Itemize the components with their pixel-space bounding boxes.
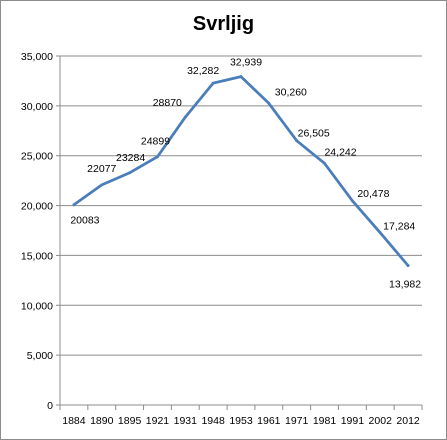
y-tick-label: 5,000 [27, 350, 53, 362]
x-tick-label: 1953 [229, 415, 253, 427]
x-tick-label: 1884 [62, 415, 86, 427]
data-point [239, 75, 243, 78]
data-point [350, 199, 354, 203]
y-tick-label: 35,000 [21, 51, 53, 63]
data-label: 17,284 [383, 221, 415, 233]
x-tick-label: 1921 [146, 415, 170, 427]
data-label: 24899 [141, 136, 170, 148]
data-point [72, 203, 76, 207]
data-label: 20,478 [357, 188, 389, 200]
x-tick-label: 1890 [90, 415, 114, 427]
data-label: 26,505 [298, 128, 330, 140]
data-label: 28870 [153, 97, 182, 109]
data-label: 30,260 [275, 86, 307, 98]
data-point [295, 139, 299, 143]
data-label: 22077 [87, 163, 116, 175]
data-label: 24,242 [324, 146, 356, 158]
data-label: 32,282 [187, 65, 219, 77]
y-tick-label: 25,000 [21, 151, 53, 163]
x-tick-label: 1971 [285, 415, 309, 427]
data-label: 32,939 [230, 57, 262, 69]
data-label: 20083 [70, 215, 99, 227]
data-point [156, 155, 159, 159]
data-point [128, 171, 132, 175]
y-tick-label: 15,000 [21, 250, 53, 262]
data-point [100, 183, 104, 187]
data-point [378, 231, 382, 235]
x-tick-label: 1981 [313, 415, 337, 427]
data-point [211, 81, 215, 85]
data-label: 13,982 [389, 279, 421, 291]
x-tick-label: 1991 [341, 415, 365, 427]
x-tick-label: 1931 [174, 415, 198, 427]
data-label: 23284 [116, 152, 145, 164]
data-point [267, 101, 271, 105]
chart-title: Svrljig [192, 13, 255, 35]
data-point [406, 264, 410, 267]
y-tick-label: 30,000 [21, 101, 53, 113]
y-tick-label: 0 [47, 400, 53, 412]
x-tick-label: 2012 [396, 415, 420, 427]
data-point [183, 115, 187, 119]
x-tick-label: 2002 [369, 415, 393, 427]
x-tick-label: 1895 [118, 415, 142, 427]
x-tick-label: 1948 [201, 415, 225, 427]
y-tick-label: 20,000 [21, 201, 53, 213]
x-tick-label: 1961 [257, 415, 281, 427]
data-point [323, 161, 326, 165]
y-tick-label: 10,000 [21, 300, 53, 312]
series-line [72, 75, 410, 267]
